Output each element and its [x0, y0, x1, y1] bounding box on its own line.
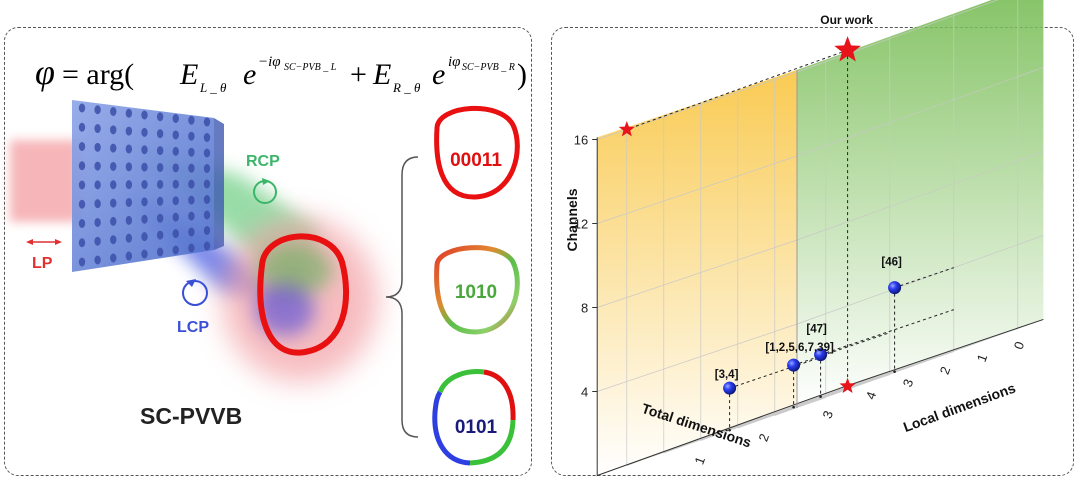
equation-e-right: E	[372, 58, 391, 91]
equation-arg: = arg(	[62, 58, 134, 91]
equation-plus: +	[350, 58, 367, 91]
left-back-wall	[597, 69, 797, 476]
wall-projection-star	[618, 121, 635, 137]
code-label-1010: 1010	[455, 282, 497, 303]
lcp-indicator: LCP	[177, 279, 209, 336]
z-tick-label: 16	[574, 133, 588, 148]
phase-equation: φ = arg( E L _ θ e −iφ SC−PVB _ L + E R …	[35, 52, 527, 95]
equation-sup-right: iφ	[448, 54, 460, 70]
right-back-wall	[797, 0, 1044, 408]
incident-lp-beam	[10, 140, 80, 222]
data-point-sphere	[814, 348, 828, 362]
y-axis-label: Local dimensions	[901, 379, 1018, 435]
equation-phi: φ	[35, 52, 55, 92]
data-point-sphere	[787, 358, 801, 372]
z-tick-label: 8	[581, 301, 588, 316]
z-tick-label: 12	[574, 217, 588, 232]
equation-close: )	[517, 58, 527, 91]
lp-indicator: LP	[26, 239, 62, 272]
point-label: Our work	[820, 13, 873, 27]
equation-exp-left: e	[243, 58, 256, 91]
y-tick-label: 2	[755, 432, 772, 444]
lp-label: LP	[32, 255, 53, 272]
x-tick-label: 3	[900, 377, 917, 389]
z-tick-label: 4	[581, 385, 588, 400]
equation-exp-right: e	[432, 58, 445, 91]
equation-sub-right: R _ θ	[392, 80, 421, 95]
right-panel	[551, 27, 1074, 476]
sc-pvvb-title: SC-PVVB	[140, 403, 242, 429]
point-label: [3,4]	[715, 369, 739, 381]
data-point-sphere	[888, 281, 902, 295]
our-work-star	[834, 36, 861, 62]
sc-pvvb-diagram: φ = arg( E L _ θ e −iφ SC−PVB _ L + E R …	[10, 52, 527, 466]
x-tick-label: 0	[1011, 339, 1028, 351]
x-tick-label: 1	[974, 352, 991, 364]
lcp-label: LCP	[177, 319, 209, 336]
floor-projection-star	[839, 377, 856, 394]
x-tick-label: 2	[937, 364, 954, 376]
x-tick-label: 4	[863, 389, 880, 401]
left-panel	[4, 27, 532, 476]
metasurface	[72, 100, 224, 272]
equation-e-left: E	[179, 58, 198, 91]
point-label: [1,2,5,6,7,39]	[765, 342, 834, 354]
code-label-0101: 0101	[455, 417, 498, 438]
rcp-indicator: RCP	[246, 153, 280, 204]
code-ring-0101: 0101	[432, 369, 516, 466]
y-tick-label: 3	[819, 409, 836, 421]
code-label-00011: 00011	[450, 150, 502, 171]
code-ring-00011: 00011	[434, 105, 520, 200]
point-label: [47]	[806, 324, 827, 336]
floor-frame	[596, 137, 1044, 477]
vortex-ring	[257, 233, 350, 356]
equation-sup-left: −iφ	[258, 54, 281, 70]
z-axis-label: Channels	[564, 188, 580, 251]
y-tick-label: 1	[691, 455, 708, 467]
data-point-sphere	[723, 381, 737, 395]
brace	[385, 156, 419, 438]
code-ring-1010: 1010	[434, 245, 520, 335]
point-label: [46]	[881, 257, 902, 269]
equation-sub-left: L _ θ	[199, 80, 227, 95]
equation-sup-sub-right: SC−PVB _ R	[462, 62, 515, 73]
equation-sup-sub-left: SC−PVB _ L	[284, 62, 337, 73]
rcp-label: RCP	[246, 153, 280, 170]
